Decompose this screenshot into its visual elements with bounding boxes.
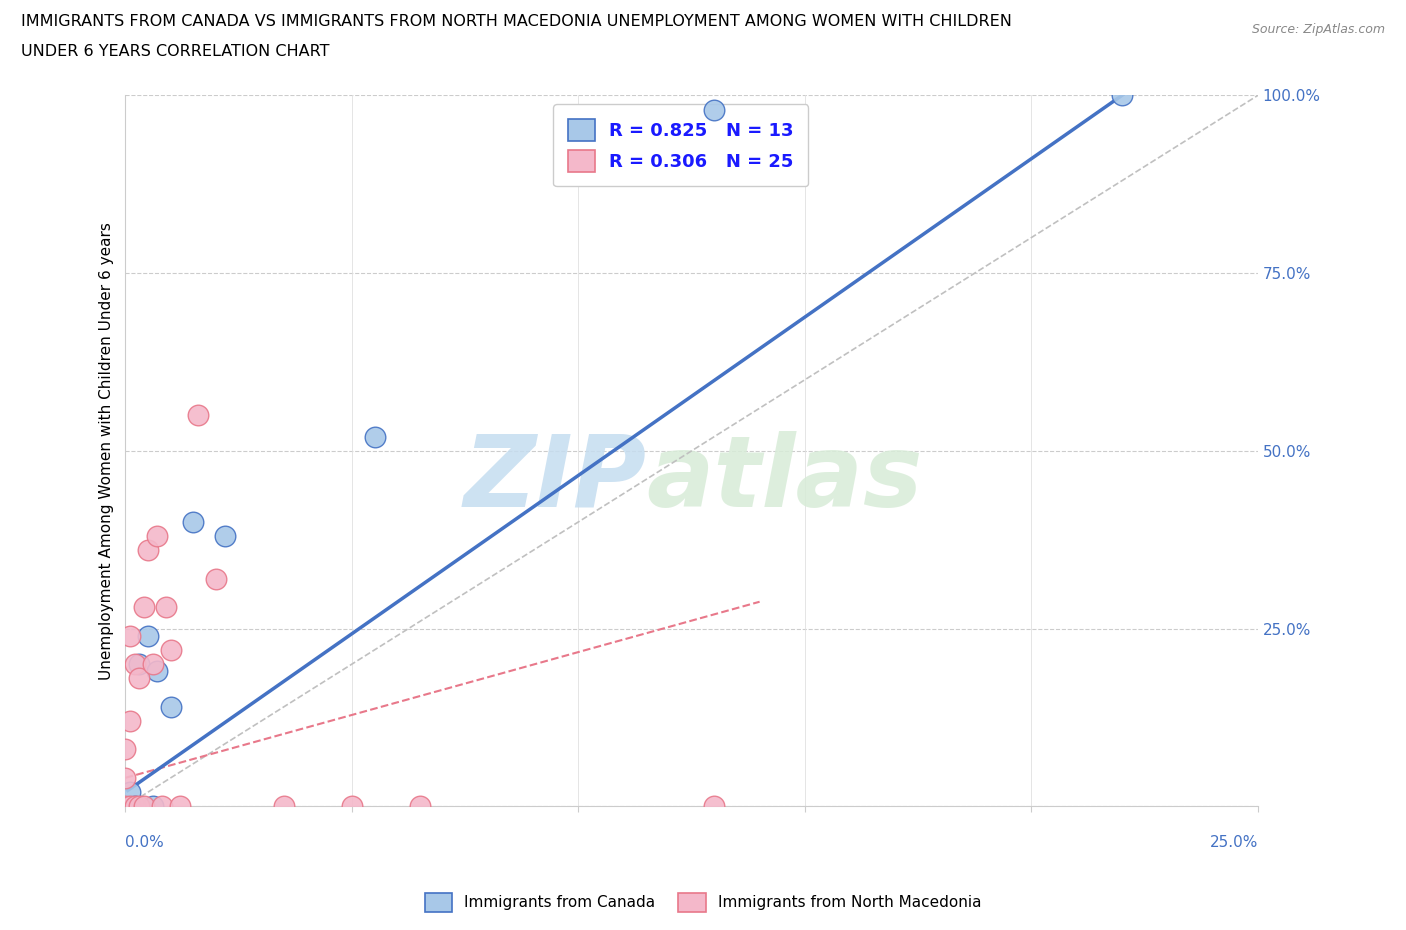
Point [124,799,146,814]
Point [128,671,150,685]
Point [124,657,146,671]
Point [703,102,725,117]
Point [214,528,236,543]
Point [159,643,181,658]
Point [205,571,228,586]
Point [118,799,141,814]
Point [146,664,169,679]
Point [118,799,141,814]
Point [340,799,363,814]
Text: ZIP: ZIP [464,431,647,527]
Legend: R = 0.825   N = 13, R = 0.306   N = 25: R = 0.825 N = 13, R = 0.306 N = 25 [554,104,808,186]
Text: atlas: atlas [647,431,922,527]
Point [142,657,165,671]
Point [1111,88,1133,103]
Legend: Immigrants from Canada, Immigrants from North Macedonia: Immigrants from Canada, Immigrants from … [419,887,987,918]
Text: UNDER 6 YEARS CORRELATION CHART: UNDER 6 YEARS CORRELATION CHART [21,44,329,59]
Point [136,543,159,558]
Point [703,799,725,814]
Text: Source: ZipAtlas.com: Source: ZipAtlas.com [1251,23,1385,36]
Text: IMMIGRANTS FROM CANADA VS IMMIGRANTS FROM NORTH MACEDONIA UNEMPLOYMENT AMONG WOM: IMMIGRANTS FROM CANADA VS IMMIGRANTS FRO… [21,14,1012,29]
Point [273,799,295,814]
Point [124,799,146,814]
Point [142,799,165,814]
Point [159,699,181,714]
Text: 0.0%: 0.0% [125,835,165,850]
Point [118,713,141,728]
Text: 25.0%: 25.0% [1209,835,1258,850]
Point [183,514,205,529]
Point [128,799,150,814]
Point [146,528,169,543]
Point [136,628,159,643]
Point [114,770,136,785]
Point [114,742,136,757]
Y-axis label: Unemployment Among Women with Children Under 6 years: Unemployment Among Women with Children U… [100,222,114,680]
Point [363,429,385,444]
Point [155,600,177,615]
Point [114,799,136,814]
Point [128,657,150,671]
Point [169,799,191,814]
Point [132,600,155,615]
Point [409,799,432,814]
Point [150,799,173,814]
Point [118,785,141,800]
Point [132,799,155,814]
Point [118,628,141,643]
Point [187,408,209,423]
